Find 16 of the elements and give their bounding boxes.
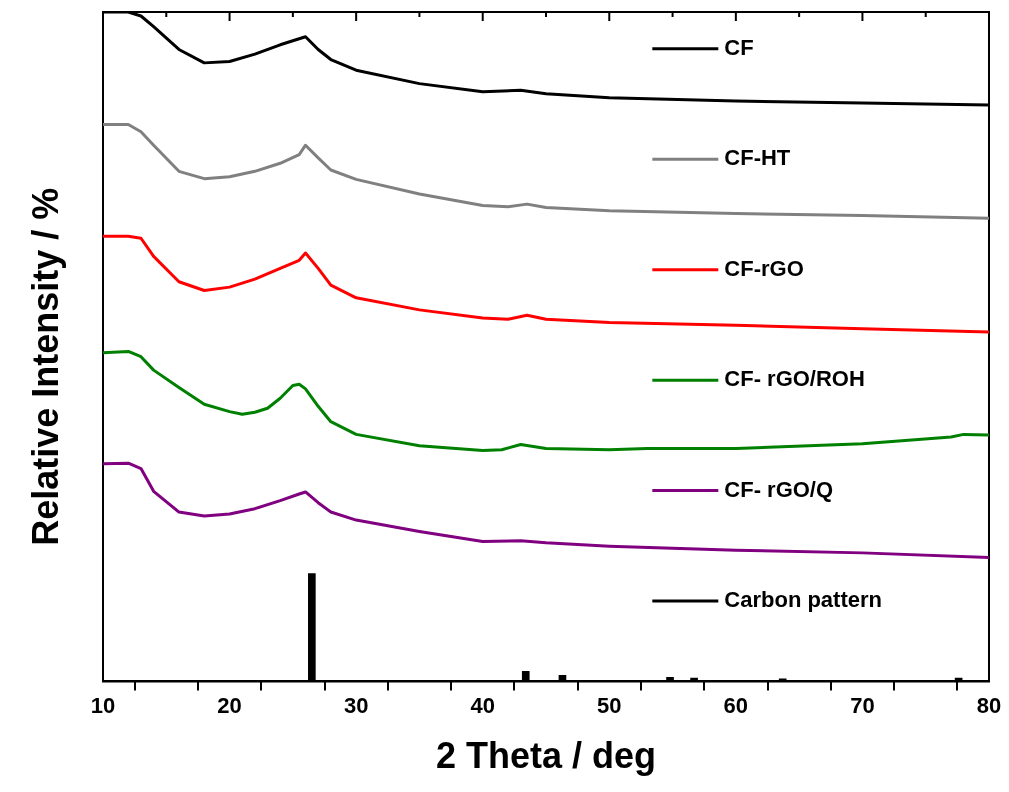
y-axis-title: Relative Intensity / % [24,187,66,546]
legend-label: CF- rGO/Q [724,476,834,502]
x-tick-label: 30 [343,692,369,718]
x-tick-label: 60 [723,692,749,718]
x-tick-label: 20 [217,692,242,718]
x-tick-label: 50 [597,692,622,718]
x-tick-label: 10 [90,692,116,718]
x-axis-title: 2 Theta / deg [435,735,657,777]
legend-label: Carbon pattern [724,587,883,613]
x-tick-label: 40 [470,692,495,718]
legend-label: CF-rGO [724,255,804,281]
x-tick-label: 70 [850,692,875,718]
legend-label: CF- rGO/ROH [724,366,865,392]
legend-label: CF [724,34,754,60]
x-tick-label: 80 [976,692,1002,718]
legend-label: CF-HT [724,145,791,171]
